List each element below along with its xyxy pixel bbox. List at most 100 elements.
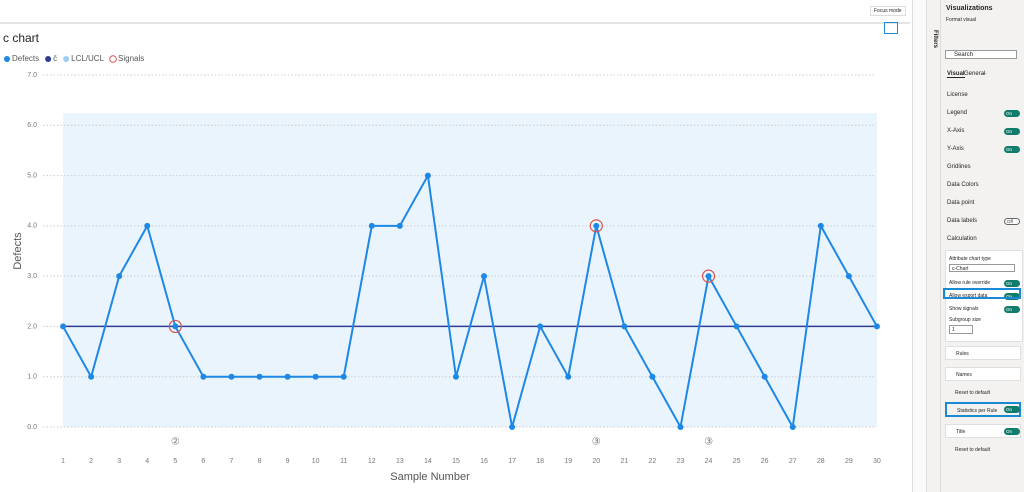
tab[interactable]: ···: [981, 71, 987, 77]
data-point: [200, 373, 207, 380]
section-header[interactable]: License: [947, 92, 968, 98]
sub-section[interactable]: Rules: [945, 346, 1021, 360]
tab[interactable]: Visual: [947, 71, 965, 78]
toggle[interactable]: Off: [1004, 218, 1020, 225]
x-tick-label: 15: [452, 458, 460, 465]
data-point: [565, 373, 572, 380]
x-tick-label: 16: [480, 458, 488, 465]
x-tick-label: 2: [89, 458, 93, 465]
toggle[interactable]: On: [1004, 306, 1020, 313]
legend-marker: [63, 56, 70, 62]
toggle[interactable]: On: [1004, 146, 1020, 153]
data-point: [116, 273, 123, 280]
data-point: [424, 172, 431, 179]
x-tick-label: 14: [424, 458, 432, 465]
x-tick-label: 20: [592, 458, 600, 465]
section-header[interactable]: Calculation: [947, 236, 977, 242]
legend-label: c̄: [53, 54, 57, 63]
chart-title: c chart: [3, 31, 40, 45]
data-point: [256, 373, 263, 380]
control-band: [63, 113, 877, 428]
collapse-strip: [912, 0, 927, 492]
data-point: [144, 222, 151, 229]
rule-marker: ②: [171, 437, 180, 448]
x-tick-label: 5: [173, 458, 177, 465]
toggle[interactable]: On: [1004, 293, 1020, 300]
toggle[interactable]: On: [1004, 406, 1020, 413]
filters-pane[interactable]: Filters: [926, 0, 941, 492]
signal-marker: [168, 319, 182, 334]
y-tick-label: 5.0: [27, 172, 37, 179]
x-tick-label: 10: [312, 458, 320, 465]
x-tick-label: 21: [620, 458, 628, 465]
chart: c chart Sample Number Defects 0.0 1.0 2.0 3…: [0, 22, 910, 483]
x-tick-label: 23: [677, 458, 685, 465]
x-tick-label: 11: [340, 458, 347, 465]
data-point: [172, 323, 179, 330]
section-header[interactable]: Data Colors: [947, 182, 979, 188]
pane-title: Visualizations: [946, 5, 993, 12]
reset-link[interactable]: Reset to default: [955, 390, 991, 396]
tab[interactable]: General: [964, 71, 986, 77]
x-tick-label: 29: [845, 458, 853, 465]
section-header[interactable]: Data labels: [947, 218, 978, 224]
filters-label: Filters: [932, 30, 938, 49]
section-header[interactable]: Legend: [947, 110, 968, 116]
x-tick-label: 17: [508, 458, 516, 465]
section-header[interactable]: Data point: [947, 200, 975, 206]
x-tick-label: 18: [536, 458, 544, 465]
legend-marker: [109, 55, 117, 63]
data-point: [649, 373, 656, 380]
visualizations-pane: Visualizations Format visual Search Visual G…: [940, 0, 1024, 492]
section-header[interactable]: Gridlines: [947, 164, 971, 170]
y-tick-label: 1.0: [27, 374, 37, 381]
data-point: [340, 373, 347, 380]
signal-marker: [701, 269, 716, 283]
x-tick-label: 22: [649, 458, 657, 465]
x-tick-label: 13: [396, 458, 404, 465]
tooltip: Focus mode: [870, 6, 906, 16]
x-tick-label: 25: [733, 458, 741, 465]
rule-marker: ③: [704, 437, 713, 448]
signal-marker: [589, 219, 603, 233]
data-point: [817, 222, 824, 229]
section-header[interactable]: Y-Axis: [947, 146, 964, 152]
switch-label: Show signals: [949, 306, 979, 312]
data-point: [537, 323, 544, 330]
field-label: Subgroup size: [949, 317, 981, 323]
data-point: [509, 424, 516, 430]
toggle[interactable]: On: [1004, 280, 1020, 287]
reset-link[interactable]: Reset to default: [955, 447, 991, 453]
sub-section[interactable]: Title: [945, 424, 1021, 438]
toggle[interactable]: On: [1004, 428, 1020, 435]
x-tick-label: 7: [229, 458, 233, 465]
x-tick-label: 4: [145, 458, 149, 465]
y-tick-label: 6.0: [27, 122, 37, 129]
search-box[interactable]: Search: [945, 50, 1017, 59]
data-point: [88, 373, 95, 380]
section-header[interactable]: X-Axis: [947, 128, 965, 134]
section-header[interactable]: Statistics per Rule: [945, 402, 1021, 417]
data-point: [845, 273, 852, 280]
data-point: [677, 424, 684, 430]
toggle[interactable]: On: [1004, 110, 1020, 117]
sub-section[interactable]: Names: [945, 367, 1021, 381]
legend-label: LCL/UCL: [71, 54, 104, 63]
y-axis-title: Defects: [12, 232, 24, 270]
pane-subtitle: Format visual: [946, 17, 977, 23]
focus-mode-button[interactable]: [884, 22, 898, 34]
number-input[interactable]: 1: [949, 325, 973, 334]
data-point: [396, 222, 403, 229]
data-point: [312, 373, 319, 380]
data-point: [368, 222, 375, 229]
toggle[interactable]: On: [1004, 128, 1020, 135]
x-tick-label: 6: [201, 458, 205, 465]
x-tick-label: 30: [873, 458, 881, 465]
legend-marker: [45, 56, 52, 62]
x-tick-label: 1: [61, 458, 65, 465]
data-point: [761, 373, 768, 380]
dropdown[interactable]: c-Chart: [949, 264, 1015, 272]
switch-label: Allow rule override: [949, 280, 991, 286]
legend-label: Signals: [118, 54, 144, 63]
